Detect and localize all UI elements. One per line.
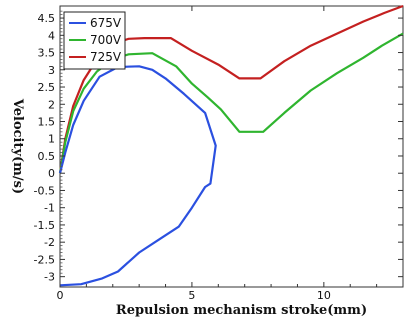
y-tick-label: 1 bbox=[48, 133, 55, 146]
y-tick-label: 4 bbox=[48, 29, 55, 42]
y-tick-label: -1 bbox=[44, 202, 55, 215]
y-tick-label: 2 bbox=[48, 98, 55, 111]
x-axis: 0 5 10 bbox=[57, 6, 378, 302]
y-tick-label: 0.5 bbox=[38, 150, 56, 163]
series-line-725V bbox=[58, 4, 404, 174]
y-tick-label: -2 bbox=[44, 236, 55, 249]
x-tick-label: 5 bbox=[188, 289, 195, 302]
y-tick-label: -0.5 bbox=[34, 184, 55, 197]
y-tick-label: 0 bbox=[48, 167, 55, 180]
legend-label-725V: 725V bbox=[90, 50, 122, 64]
x-axis-label: Repulsion mechanism stroke(mm) bbox=[116, 303, 367, 318]
series-line-675V bbox=[58, 65, 217, 287]
y-tick-label: -2.5 bbox=[34, 253, 55, 266]
y-tick-label: -3 bbox=[44, 271, 55, 284]
y-tick-label: 4.5 bbox=[38, 12, 56, 25]
legend-label-700V: 700V bbox=[90, 33, 122, 47]
y-tick-label: 3.5 bbox=[38, 47, 56, 60]
y-axis-label: Velocity(m/s) bbox=[10, 98, 25, 194]
y-tick-label: 1.5 bbox=[38, 116, 56, 129]
series-layer bbox=[58, 4, 404, 287]
x-tick-label: 0 bbox=[57, 289, 64, 302]
y-tick-label: -1.5 bbox=[34, 219, 55, 232]
legend: 675V 700V 725V bbox=[63, 11, 126, 70]
x-tick-label: 10 bbox=[317, 289, 331, 302]
series-line-700V bbox=[58, 32, 404, 174]
plot-area-frame bbox=[59, 5, 404, 288]
y-tick-label: 3 bbox=[48, 64, 55, 77]
y-tick-label: 2.5 bbox=[38, 81, 56, 94]
legend-label-675V: 675V bbox=[90, 16, 122, 30]
y-axis: 4.5 4 3.5 3 2.5 2 1.5 1 0.5 0 -0.5 -1 -1.5 -2 -2.5 -3 bbox=[34, 10, 403, 284]
